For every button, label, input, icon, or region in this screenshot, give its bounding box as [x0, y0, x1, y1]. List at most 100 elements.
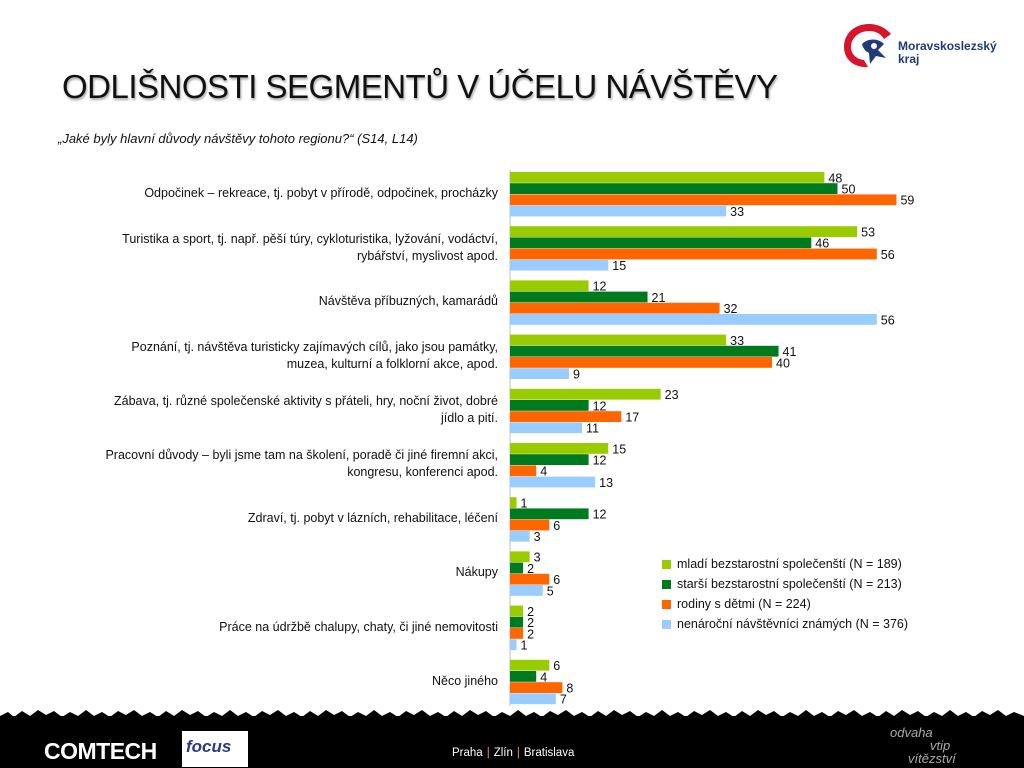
moravskoslezsky-kraj-logo: Moravskoslezský kraj: [842, 20, 1012, 70]
bar: [510, 693, 556, 705]
bar: [510, 345, 779, 357]
bar: [510, 226, 858, 237]
category-label: Něco jiného: [58, 673, 498, 690]
data-label: 23: [665, 388, 679, 402]
bar: [510, 671, 537, 682]
bar: [510, 259, 609, 271]
data-label: 1: [521, 497, 528, 511]
chart-legend: mladí bezstarostní společenští (N = 189)…: [662, 554, 908, 634]
bar: [510, 183, 838, 194]
data-label: 59: [900, 194, 914, 208]
data-label: 4: [540, 670, 547, 684]
category-label-line: Něco jiného: [431, 673, 498, 688]
data-label: 8: [566, 682, 573, 696]
bar: [510, 388, 661, 400]
category-label-line: jídlo a pití.: [441, 411, 498, 426]
category-label: Práce na údržbě chalupy, chaty, či jiné …: [58, 619, 498, 636]
data-label: 4: [540, 465, 547, 479]
data-label: 33: [730, 205, 744, 219]
bar: [510, 357, 772, 368]
data-label: 12: [593, 508, 607, 522]
bar: [510, 237, 812, 249]
legend-swatch: [662, 599, 671, 609]
footer-cities: Praha | Zlín | Bratislava: [452, 747, 575, 759]
bar: [510, 616, 524, 628]
bar: [510, 302, 720, 314]
bar: [510, 573, 550, 585]
data-label: 15: [612, 442, 626, 456]
data-label: 46: [815, 237, 829, 251]
bar: [510, 443, 609, 454]
category-label-line: rybářství, myslivost apod.: [356, 248, 498, 263]
category-label-line: Zábava, tj. různé společenské aktivity s…: [114, 394, 498, 409]
data-label: 3: [534, 551, 541, 565]
slogan-line3: vítězství: [908, 751, 956, 766]
city-praha: Praha: [452, 747, 483, 759]
data-label: 12: [593, 280, 607, 294]
bar: [510, 628, 524, 639]
bar: [510, 562, 524, 574]
data-label: 40: [776, 356, 790, 370]
legend-swatch: [662, 619, 671, 629]
footer-bar: [0, 716, 1024, 768]
focus-logo-text: focus: [186, 737, 232, 756]
data-label: 13: [599, 476, 613, 490]
bar-chart: 4850593353465615122132563341409231217111…: [509, 170, 914, 707]
bar: [510, 280, 589, 292]
legend-swatch: [662, 579, 671, 589]
category-label-line: Turistika a sport, tj. např. pěší túry, …: [122, 231, 498, 246]
data-label: 21: [652, 291, 666, 305]
slide-title: ODLIŠNOSTI SEGMENTŮ V ÚČELU NÁVŠTĚVY: [62, 68, 778, 105]
bar: [510, 551, 530, 563]
data-label: 1: [521, 639, 528, 653]
data-label: 15: [612, 259, 626, 273]
category-label-line: Práce na údržbě chalupy, chaty, či jiné …: [219, 619, 498, 634]
category-label-line: kongresu, konferenci apod.: [347, 465, 498, 480]
legend-item: starší bezstarostní společenští (N = 213…: [662, 574, 908, 594]
legend-item: mladí bezstarostní společenští (N = 189): [662, 554, 908, 574]
bar: [510, 476, 596, 488]
bar: [510, 314, 877, 325]
logo-text-line1: Moravskoslezský: [898, 39, 997, 53]
data-label: 12: [593, 399, 607, 413]
data-label: 9: [573, 368, 580, 382]
data-label: 3: [534, 530, 541, 544]
bar: [510, 400, 589, 411]
bar: [510, 248, 877, 260]
bar: [510, 682, 563, 693]
category-label-line: muzea, kulturní a folklorní akce, apod.: [286, 357, 498, 371]
region-emblem-icon: [844, 24, 891, 68]
category-label: Nákupy: [58, 564, 498, 581]
bar: [510, 465, 537, 477]
focus-logo: focus: [182, 731, 248, 767]
data-label: 56: [881, 313, 895, 327]
category-label: Zdraví, tj. pobyt v lázních, rehabilitac…: [58, 510, 498, 527]
bar: [510, 205, 727, 217]
data-label: 32: [724, 302, 738, 316]
bar: [510, 422, 583, 434]
category-label-line: Nákupy: [455, 565, 498, 580]
data-label: 6: [553, 573, 560, 587]
category-label-line: Zdraví, tj. pobyt v lázních, rehabilitac…: [247, 511, 498, 526]
data-label: 2: [527, 627, 534, 641]
footer-slogan: odvaha vtip vítězství: [890, 726, 956, 765]
bar: [510, 585, 543, 596]
legend-swatch: [662, 559, 671, 569]
data-label: 2: [527, 616, 534, 630]
category-label-line: Poznání, tj. návštěva turisticky zajímav…: [131, 340, 498, 354]
bar: [510, 172, 825, 183]
bar: [510, 639, 517, 650]
legend-label: rodiny s dětmi (N = 224): [677, 597, 811, 611]
category-label-line: Návštěva příbuzných, kamarádů: [318, 294, 498, 309]
category-label: Poznání, tj. návštěva turisticky zajímav…: [58, 339, 498, 373]
legend-item: rodiny s dětmi (N = 224): [662, 594, 908, 614]
legend-label: nenároční návštěvníci známých (N = 376): [677, 617, 909, 631]
bar: [510, 194, 897, 206]
data-label: 48: [828, 171, 842, 185]
bar: [510, 605, 524, 617]
logo-text-line2: kraj: [898, 52, 920, 66]
legend-item: nenároční návštěvníci známých (N = 376): [662, 614, 908, 634]
bar: [510, 519, 550, 531]
data-label: 17: [625, 411, 639, 425]
data-label: 6: [553, 519, 560, 533]
